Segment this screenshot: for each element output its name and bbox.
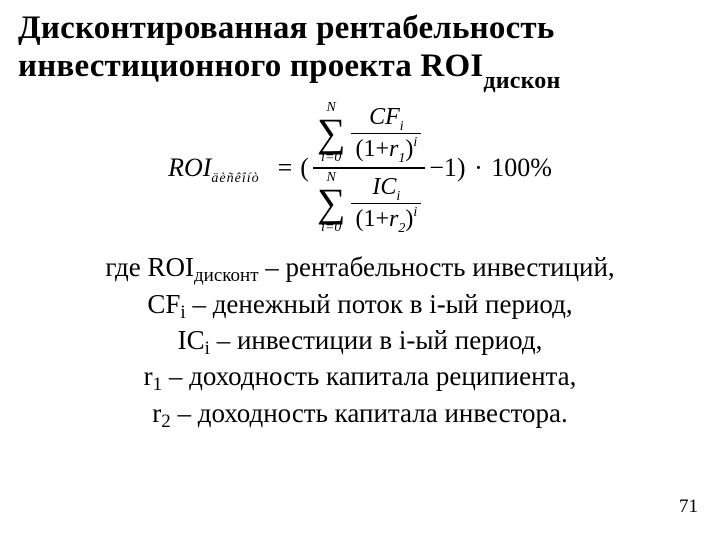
sum-lower2: i=0 bbox=[321, 221, 341, 235]
cf-fraction: CFi (1+r1)i bbox=[351, 104, 421, 162]
def-cf: CFi – денежный поток в i-ый период, bbox=[18, 286, 702, 322]
ic-denom: (1+r2)i bbox=[351, 204, 421, 232]
times-dot: · bbox=[474, 153, 483, 182]
main-fraction: N ∑ i=0 CFi (1+r1)i bbox=[313, 99, 425, 237]
def2-pre: CF bbox=[147, 289, 180, 319]
sigma-icon2: ∑ bbox=[317, 185, 346, 221]
cf-term: CFi bbox=[365, 104, 408, 132]
cf-denom: (1+r1)i bbox=[351, 134, 421, 162]
numerator: N ∑ i=0 CFi (1+r1)i bbox=[313, 99, 425, 167]
cf-sub: i bbox=[400, 119, 404, 134]
def3-sub: i bbox=[205, 338, 210, 359]
ic-term: ICi bbox=[368, 174, 404, 202]
formula-lhs: ROIäèñêîíò bbox=[168, 153, 260, 183]
oneplus2: (1 bbox=[355, 206, 375, 232]
equals-sign: = bbox=[278, 153, 293, 183]
def4-sub: 1 bbox=[153, 374, 163, 395]
sum-top: N ∑ i=0 bbox=[317, 101, 346, 165]
ic-symbol: IC bbox=[372, 174, 396, 200]
def-roi: где ROIдисконт – рентабельность инвестиц… bbox=[18, 249, 702, 285]
r1: r bbox=[389, 136, 398, 162]
r1-sub: 1 bbox=[398, 151, 405, 166]
def2-sub: i bbox=[180, 302, 185, 323]
def5-sub: 2 bbox=[161, 411, 171, 432]
title-line1: Дисконтированная рентабельность bbox=[18, 10, 555, 46]
ic-sub: i bbox=[396, 189, 400, 204]
pow2: i bbox=[413, 205, 417, 220]
ic-fraction: ICi (1+r2)i bbox=[351, 174, 421, 232]
def5-post: – доходность капитала инвестора. bbox=[171, 398, 568, 428]
pow1: i bbox=[413, 135, 417, 150]
lhs-symbol: ROI bbox=[168, 153, 211, 182]
formula-block: ROIäèñêîíò = ( N ∑ i=0 CFi bbox=[18, 99, 702, 237]
slide-title: Дисконтированная рентабельность инвестиц… bbox=[18, 10, 702, 91]
lhs-subscript: äèñêîíò bbox=[211, 171, 259, 186]
title-line2-sub: дискон bbox=[483, 68, 560, 94]
def-ic: ICi – инвестиции в i-ый период, bbox=[18, 322, 702, 358]
def-r2: r2 – доходность капитала инвестора. bbox=[18, 395, 702, 431]
def3-post: – инвестиции в i-ый период, bbox=[210, 325, 542, 355]
plus2: + bbox=[375, 206, 389, 232]
oneplus1: (1 bbox=[355, 136, 375, 162]
title-line2-pre: инвестиционного проекта ROI bbox=[18, 48, 483, 84]
def4-pre: r bbox=[144, 361, 153, 391]
def2-post: – денежный поток в i-ый период, bbox=[186, 289, 573, 319]
formula-tail: −1) · 100% bbox=[429, 153, 552, 183]
def1-post: – рентабельность инвестиций, bbox=[259, 252, 615, 282]
sum-bottom: N ∑ i=0 bbox=[317, 171, 346, 235]
def5-pre: r bbox=[152, 398, 161, 428]
sum-lower: i=0 bbox=[321, 151, 341, 165]
definitions: где ROIдисконт – рентабельность инвестиц… bbox=[18, 249, 702, 431]
r2-sub: 2 bbox=[398, 221, 405, 236]
cf-symbol: CF bbox=[369, 104, 400, 130]
slide: Дисконтированная рентабельность инвестиц… bbox=[0, 0, 720, 540]
denominator: N ∑ i=0 ICi (1+r2)i bbox=[313, 169, 425, 237]
roi-formula: ROIäèñêîíò = ( N ∑ i=0 CFi bbox=[168, 99, 552, 237]
def1-pre: где ROI bbox=[105, 252, 194, 282]
page-number: 71 bbox=[679, 496, 698, 518]
def4-post: – доходность капитала реципиента, bbox=[162, 361, 576, 391]
hundred-pct: 100% bbox=[491, 153, 552, 182]
sigma-icon: ∑ bbox=[317, 115, 346, 151]
plus1: + bbox=[375, 136, 389, 162]
open-paren: ( bbox=[300, 153, 309, 183]
minus-one: −1) bbox=[429, 153, 465, 182]
def3-pre: IC bbox=[178, 325, 205, 355]
r2: r bbox=[389, 206, 398, 232]
def1-sub: дисконт bbox=[194, 265, 259, 286]
def-r1: r1 – доходность капитала реципиента, bbox=[18, 358, 702, 394]
